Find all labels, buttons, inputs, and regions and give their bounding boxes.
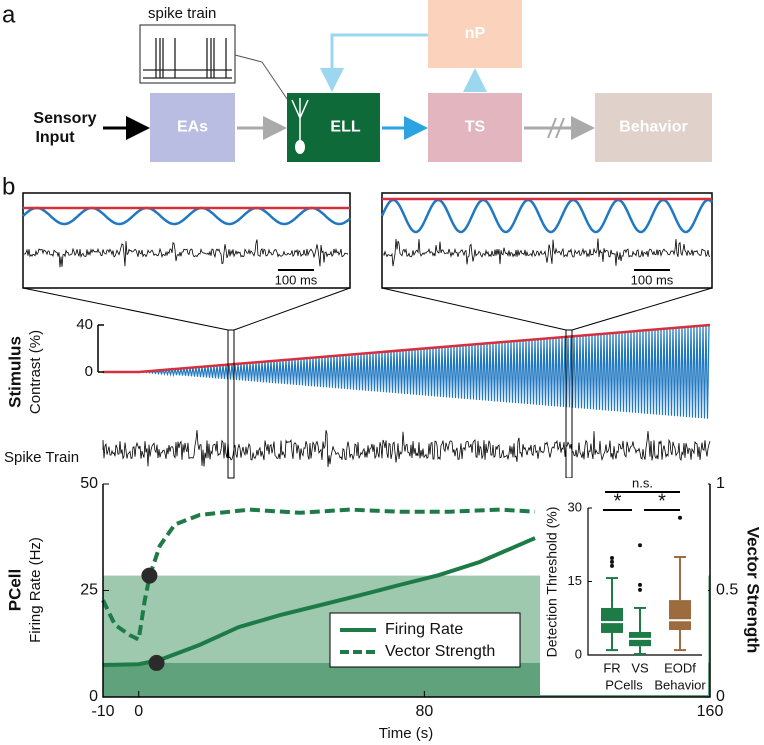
spike-train-box <box>139 24 236 84</box>
node-label: TS <box>465 119 486 136</box>
y2-tick-label: 0 <box>716 688 725 705</box>
y-tick-label: 0 <box>575 646 582 661</box>
break-mark <box>547 117 565 139</box>
flier <box>610 559 614 564</box>
node-label: ELL <box>330 119 360 136</box>
node-label: nP <box>465 25 486 42</box>
y-axis-label: Detection Threshold (%) <box>544 507 560 658</box>
inset-spikes <box>383 238 711 267</box>
x-tick-label: 160 <box>697 703 724 720</box>
inset-spikes <box>24 239 349 268</box>
significance-label: n.s. <box>632 475 653 490</box>
y-axis-label: Firing Rate (Hz) <box>27 537 44 643</box>
chart-title: Stimulus <box>5 336 24 408</box>
flier <box>638 543 642 548</box>
y-tick-label: 25 <box>80 582 98 599</box>
significance-label: * <box>658 490 666 512</box>
x-tick-label: 80 <box>415 703 433 720</box>
scale-bar-label: 100 ms <box>275 272 318 287</box>
box <box>669 600 691 631</box>
inset-box <box>381 192 713 289</box>
x-tick-label: VS <box>631 660 649 675</box>
node-box <box>428 0 522 68</box>
y-tick-label: 40 <box>76 316 93 333</box>
flier <box>638 587 642 592</box>
zoom-connector <box>381 287 567 331</box>
threshold-point <box>141 567 158 584</box>
neuron-icon <box>291 98 309 145</box>
input-label: Sensory <box>33 110 96 127</box>
scale-bar-label: 100 ms <box>631 272 674 287</box>
legend-label: Firing Rate <box>385 621 463 638</box>
y-tick-label: 0 <box>89 688 98 705</box>
y2-tick-label: 0.5 <box>716 582 738 599</box>
significance-label: * <box>614 490 622 512</box>
legend-label: Vector Strength <box>385 643 495 660</box>
box <box>601 607 623 633</box>
flier <box>610 563 614 568</box>
zoom-window <box>227 329 235 479</box>
y2-axis-label: Vector Strength <box>744 527 763 654</box>
group-label: PCells <box>605 677 643 692</box>
flier <box>610 555 614 560</box>
flier <box>678 515 682 520</box>
trace-label: Spike Train <box>4 449 79 466</box>
y-tick-label: 15 <box>568 573 582 588</box>
neuron-icon <box>295 140 305 154</box>
panel-label: a <box>2 1 16 28</box>
stimulus-carrier <box>103 325 710 419</box>
node-box <box>595 93 712 162</box>
chart-title: PCell <box>5 569 24 612</box>
y-tick-label: 0 <box>85 363 93 380</box>
x-axis-label: Time (s) <box>379 725 433 742</box>
spike-train-icon <box>143 38 232 79</box>
diagram-nodes: EAs ELL TS nP Behavior <box>150 0 712 162</box>
zoom-connector <box>571 287 713 331</box>
x-tick-label: 0 <box>134 703 143 720</box>
node-label: Behavior <box>619 119 687 136</box>
panel-label: b <box>2 173 15 200</box>
y-axis-label: Contrast (%) <box>27 330 44 414</box>
spike-train <box>102 430 711 468</box>
inset-carrier <box>22 206 351 226</box>
input-label: Input <box>35 129 75 146</box>
series-line <box>101 507 536 643</box>
node-box <box>428 93 522 162</box>
stimulus-envelope <box>103 323 711 374</box>
legend-box <box>329 612 521 668</box>
zoom-connector <box>233 287 351 331</box>
group-label: Behavior <box>654 677 706 692</box>
y2-tick-label: 1 <box>716 475 725 492</box>
x-tick-label: EODf <box>664 660 696 675</box>
y-tick-label: 50 <box>80 475 98 492</box>
y-tick-label: 30 <box>568 499 582 514</box>
zoom-connector <box>22 287 229 331</box>
x-tick-label: -10 <box>91 703 114 720</box>
node-label: EAs <box>177 119 208 136</box>
threshold-point <box>148 654 165 671</box>
x-tick-label: FR <box>603 660 620 675</box>
flier <box>638 582 642 587</box>
node-box <box>150 93 235 162</box>
spike-train-label: spike train <box>148 5 216 22</box>
feedback-arrow <box>320 33 428 92</box>
